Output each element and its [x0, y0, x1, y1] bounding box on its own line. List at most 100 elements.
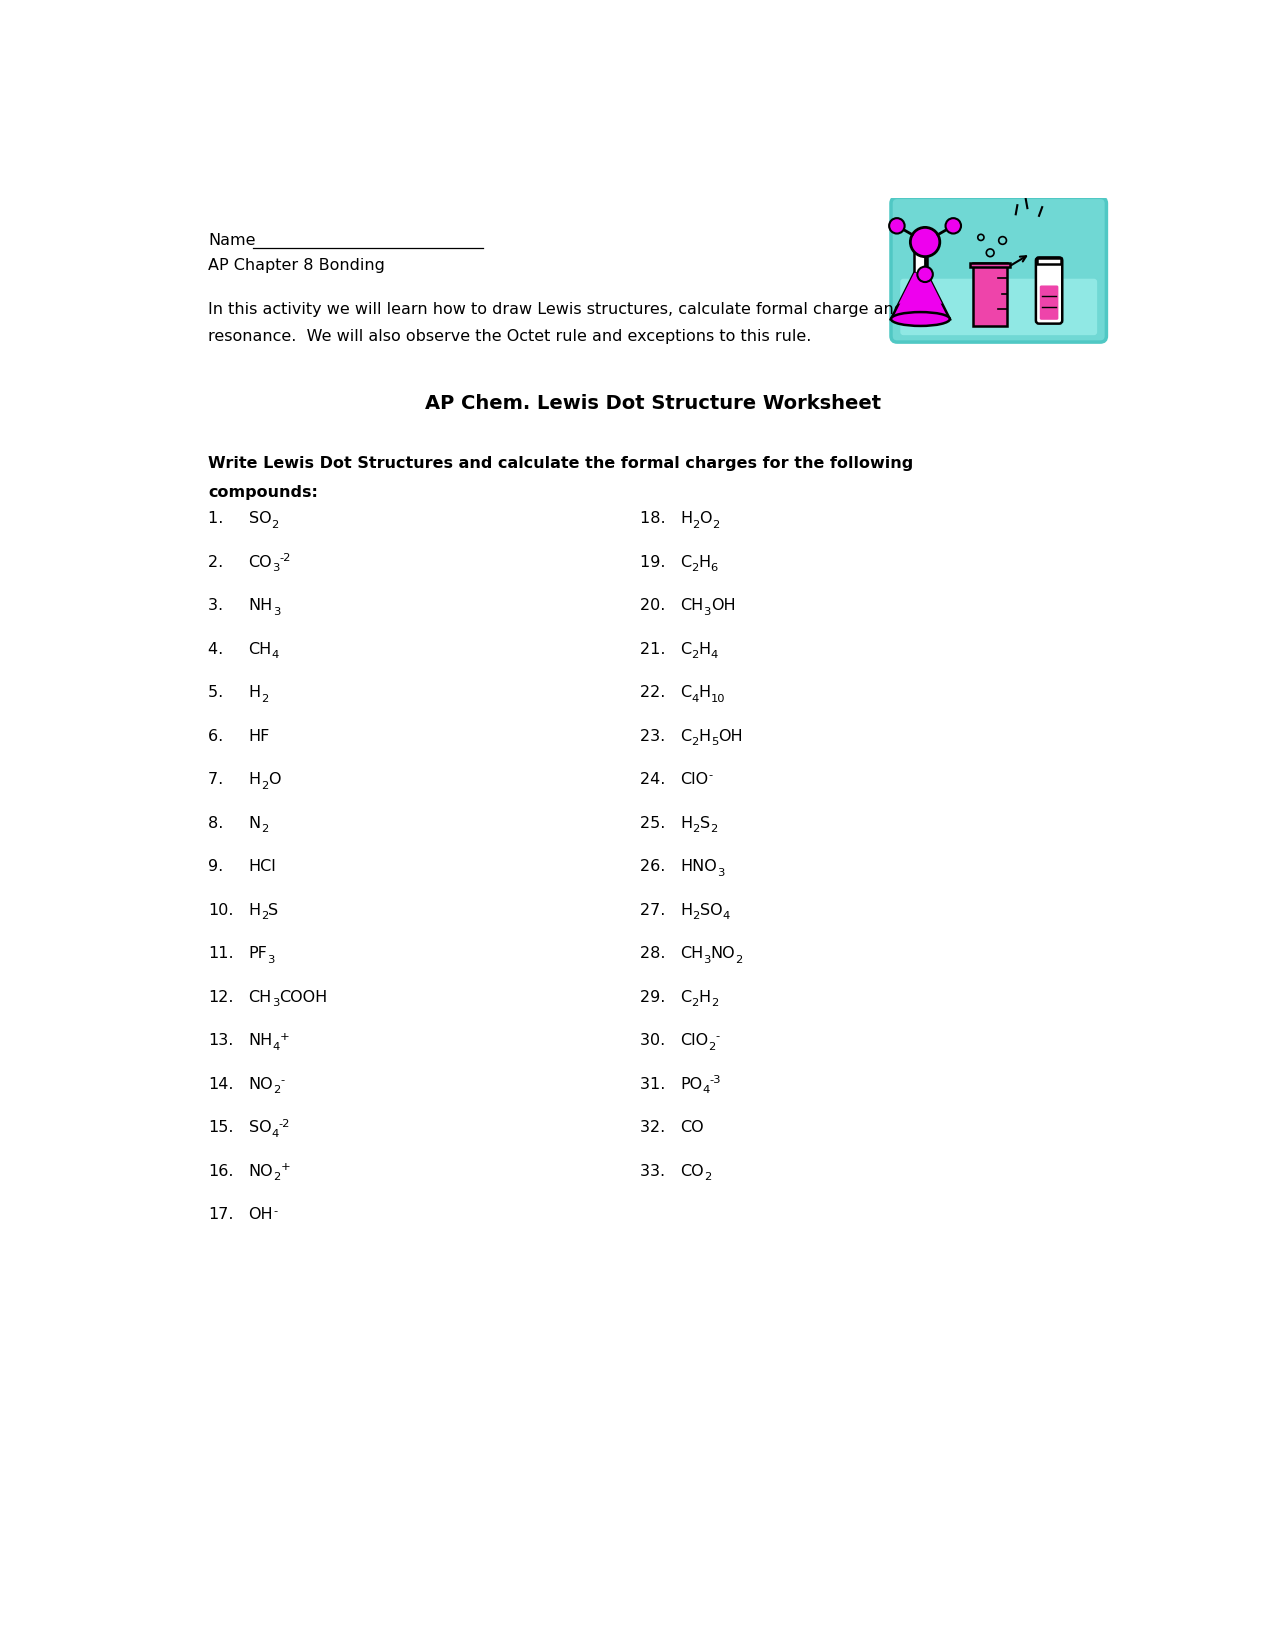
Text: -: -	[715, 1032, 719, 1042]
Text: 2: 2	[692, 824, 700, 834]
Text: 24.: 24.	[640, 773, 676, 788]
Text: 19.: 19.	[640, 555, 676, 570]
Text: -3: -3	[710, 1075, 722, 1085]
Text: compounds:: compounds:	[208, 484, 317, 500]
Text: 2: 2	[273, 1085, 281, 1095]
Text: SO: SO	[700, 903, 722, 918]
Text: NO: NO	[710, 946, 736, 961]
Text: H: H	[680, 512, 692, 527]
Polygon shape	[899, 272, 942, 304]
Text: CO: CO	[680, 1119, 704, 1136]
Text: 4: 4	[710, 650, 718, 660]
Text: H: H	[699, 642, 710, 657]
Text: C: C	[680, 685, 691, 700]
Bar	[914, 249, 927, 272]
Text: NH: NH	[249, 598, 273, 613]
Text: 3: 3	[273, 608, 281, 617]
Text: 27.: 27.	[640, 903, 676, 918]
Text: CO: CO	[680, 1164, 704, 1179]
Text: OH: OH	[710, 598, 736, 613]
Text: C: C	[680, 555, 691, 570]
Text: HF: HF	[249, 728, 270, 743]
Text: 1.: 1.	[208, 512, 233, 527]
Text: H: H	[249, 903, 260, 918]
Text: 16.: 16.	[208, 1164, 233, 1179]
Text: 23.: 23.	[640, 728, 676, 743]
Text: OH: OH	[249, 1207, 273, 1222]
Text: 22.: 22.	[640, 685, 676, 700]
Text: 10: 10	[710, 693, 725, 703]
Text: H: H	[699, 685, 710, 700]
Text: PF: PF	[249, 946, 268, 961]
Text: 33.: 33.	[640, 1164, 676, 1179]
Text: +: +	[280, 1162, 291, 1172]
Text: COOH: COOH	[279, 989, 328, 1004]
FancyBboxPatch shape	[1035, 258, 1062, 324]
Text: H: H	[249, 685, 260, 700]
Text: OH: OH	[718, 728, 742, 743]
Text: 2: 2	[691, 650, 699, 660]
Text: 2: 2	[704, 1172, 711, 1182]
Polygon shape	[891, 272, 950, 319]
Circle shape	[889, 218, 905, 233]
Text: +: +	[280, 1032, 289, 1042]
Text: 17.: 17.	[208, 1207, 233, 1222]
Text: 5.: 5.	[208, 685, 233, 700]
Bar	[1038, 258, 1061, 264]
Text: S: S	[268, 903, 278, 918]
Text: 4: 4	[272, 1129, 278, 1139]
Bar	[970, 263, 1010, 267]
Text: 4: 4	[691, 693, 699, 703]
Text: 4: 4	[272, 650, 279, 660]
Text: 2: 2	[691, 563, 699, 573]
Text: 18.: 18.	[640, 512, 676, 527]
Text: 2: 2	[692, 911, 700, 921]
Text: S: S	[700, 816, 710, 830]
Text: -: -	[709, 771, 713, 781]
Text: 4.: 4.	[208, 642, 233, 657]
Text: 4: 4	[703, 1085, 710, 1095]
Text: CH: CH	[680, 598, 704, 613]
Text: 2.: 2.	[208, 555, 233, 570]
Circle shape	[946, 218, 961, 233]
Text: 14.: 14.	[208, 1076, 233, 1091]
Text: N: N	[249, 816, 260, 830]
Text: Name: Name	[208, 233, 256, 248]
Text: 28.: 28.	[640, 946, 676, 961]
Text: O: O	[268, 773, 280, 788]
Text: 3: 3	[268, 954, 274, 964]
Text: H: H	[699, 555, 710, 570]
Text: 3: 3	[272, 563, 279, 573]
Text: 4: 4	[273, 1042, 281, 1052]
FancyBboxPatch shape	[973, 263, 1007, 325]
Text: 2: 2	[273, 1172, 281, 1182]
Text: 3: 3	[717, 868, 724, 878]
Text: 2: 2	[691, 738, 699, 748]
Text: 2: 2	[736, 954, 742, 964]
Text: HNO: HNO	[680, 859, 717, 873]
Text: CH: CH	[249, 642, 272, 657]
Text: AP Chapter 8 Bonding: AP Chapter 8 Bonding	[208, 258, 385, 272]
Text: 6.: 6.	[208, 728, 233, 743]
Text: 5: 5	[710, 738, 718, 748]
Text: 2: 2	[272, 520, 278, 530]
Text: In this activity we will learn how to draw Lewis structures, calculate formal ch: In this activity we will learn how to dr…	[208, 302, 979, 317]
Circle shape	[917, 267, 933, 282]
Text: CH: CH	[680, 946, 704, 961]
Text: 6: 6	[710, 563, 718, 573]
Text: H: H	[249, 773, 260, 788]
Text: 2: 2	[710, 999, 718, 1009]
Text: 2: 2	[691, 999, 699, 1009]
Text: 15.: 15.	[208, 1119, 233, 1136]
Text: C: C	[680, 728, 691, 743]
Text: NO: NO	[249, 1164, 273, 1179]
Text: 8.: 8.	[208, 816, 233, 830]
Text: 12.: 12.	[208, 989, 233, 1004]
Text: -2: -2	[279, 553, 291, 563]
Text: 25.: 25.	[640, 816, 676, 830]
Text: NO: NO	[249, 1076, 273, 1091]
Text: 2: 2	[260, 781, 268, 791]
Text: 32.: 32.	[640, 1119, 676, 1136]
Text: 31.: 31.	[640, 1076, 676, 1091]
Text: 20.: 20.	[640, 598, 676, 613]
